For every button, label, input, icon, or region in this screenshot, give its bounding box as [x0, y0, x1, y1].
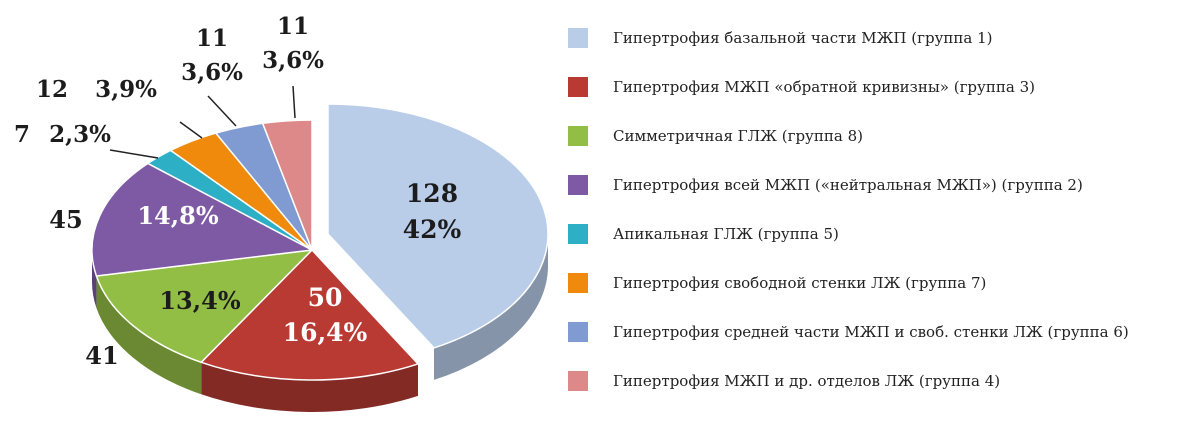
percent-label-8: 3,6%	[262, 47, 324, 74]
pie-slice-8	[261, 119, 313, 251]
legend-label-8: Гипертрофия МЖП и др. отделов ЛЖ (группа…	[613, 372, 1000, 390]
legend-swatch-7	[568, 322, 588, 342]
count-label-8: 11	[277, 13, 309, 40]
legend-label-1: Гипертрофия базальной части МЖП (группа …	[613, 29, 993, 47]
legend-label-2: Гипертрофия МЖП «обратной кривизны» (гру…	[613, 78, 1035, 96]
legend-label-4: Гипертрофия всей МЖП («нейтральная МЖП»)…	[613, 176, 1083, 194]
count-label-1: 128	[406, 179, 458, 208]
pie-slices	[91, 103, 549, 412]
legend-label-5: Апикальная ГЛЖ (группа 5)	[613, 225, 839, 243]
pie-slice-3	[95, 248, 315, 364]
percent-label-7: 3,6%	[181, 59, 243, 86]
leader-line-1	[109, 149, 159, 159]
leader-line-2	[179, 121, 203, 139]
pie-slice-4	[91, 162, 315, 277]
count-label-7: 11	[196, 25, 228, 52]
legend-swatch-5	[568, 224, 588, 244]
legend: Гипертрофия базальной части МЖП (группа …	[568, 28, 1129, 391]
percent-label-6: 3,9%	[95, 76, 157, 103]
pie-slice-side-2	[201, 362, 418, 412]
legend-swatch-6	[568, 273, 588, 293]
legend-swatch-2	[568, 77, 588, 97]
percent-label-2: 16,4%	[283, 318, 368, 347]
leader-line-4	[292, 85, 296, 119]
percent-label-3: 13,4%	[159, 286, 240, 315]
legend-swatch-1	[568, 28, 588, 48]
pie-slice-side-1	[433, 234, 548, 380]
count-label-3: 41	[85, 341, 118, 370]
leader-line-3	[207, 95, 237, 127]
count-label-5: 7	[14, 121, 30, 148]
legend-label-6: Гипертрофия свободной стенки ЛЖ (группа …	[613, 274, 986, 292]
legend-swatch-8	[568, 371, 588, 391]
count-label-2: 50	[308, 283, 343, 312]
pie-slice-2	[199, 248, 420, 381]
count-label-4: 45	[49, 205, 82, 234]
percent-label-5: 2,3%	[49, 121, 111, 148]
legend-swatch-4	[568, 175, 588, 195]
count-label-6: 12	[36, 76, 68, 103]
percent-label-4: 14,8%	[137, 201, 218, 230]
percent-label-1: 42%	[403, 215, 462, 244]
legend-label-3: Симметричная ГЛЖ (группа 8)	[613, 127, 863, 145]
pie-slice-1	[327, 103, 549, 349]
pie-slice-side-3	[96, 275, 202, 395]
legend-label-7: Гипертрофия средней части МЖП и своб. ст…	[613, 323, 1129, 341]
pie-labels: 128 42% 50 16,4% 41 13,4% 45 14,8% 7 2,3% 12 3,9% 11…	[14, 13, 462, 370]
legend-swatch-3	[568, 126, 588, 146]
